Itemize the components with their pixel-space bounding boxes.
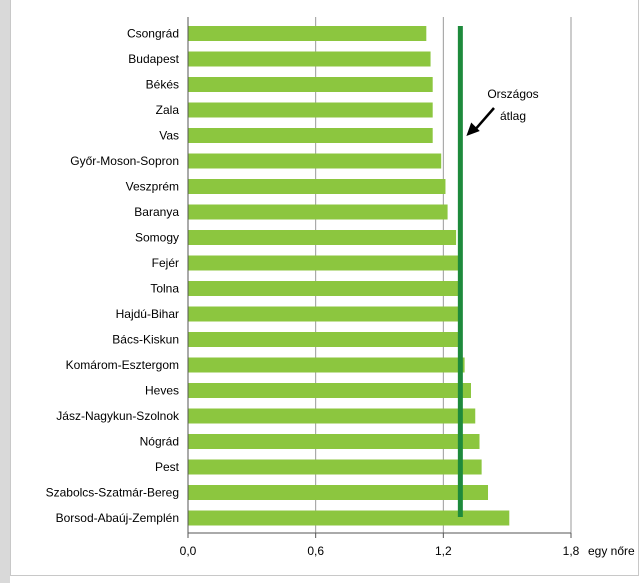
category-label: Pest — [155, 460, 180, 474]
bar — [188, 230, 457, 245]
category-label: Csongrád — [127, 27, 179, 41]
annotation-label-line1: Országos — [487, 87, 538, 101]
bar — [188, 51, 431, 67]
bar — [188, 459, 482, 475]
x-tick-label: 1,8 — [563, 544, 580, 558]
bar — [188, 153, 442, 169]
bar — [188, 408, 476, 424]
bar — [188, 383, 471, 398]
category-label: Békés — [146, 78, 179, 92]
category-label: Veszprém — [126, 180, 179, 194]
bar — [188, 332, 463, 347]
window-edge-strip — [0, 0, 10, 583]
category-label: Baranya — [134, 205, 179, 219]
x-axis: 0,0 0,6 1,2 1,8 egy nőre — [180, 17, 635, 558]
category-labels: Csongrád Budapest Békés Zala Vas Győr-Moson-S… — [46, 27, 180, 526]
x-unit-label: egy nőre — [588, 544, 635, 558]
category-label: Győr-Moson-Sopron — [70, 154, 179, 168]
annotation-label-line2: átlag — [500, 109, 526, 123]
category-label: Zala — [156, 103, 180, 117]
category-label: Heves — [145, 384, 179, 398]
bar — [188, 306, 463, 322]
category-label: Szabolcs-Szatmár-Bereg — [46, 486, 179, 500]
bar — [188, 26, 427, 41]
bar — [188, 102, 433, 118]
bars — [188, 26, 510, 526]
bar — [188, 128, 433, 143]
category-label: Budapest — [128, 52, 179, 66]
category-label: Vas — [159, 129, 179, 143]
bar — [188, 204, 448, 220]
category-label: Tolna — [150, 282, 179, 296]
reference-line-group: Országos átlag — [457, 26, 539, 517]
category-label: Jász-Nagykun-Szolnok — [56, 409, 180, 423]
bar — [188, 77, 433, 92]
bar — [188, 485, 489, 500]
x-tick-label: 0,6 — [307, 544, 324, 558]
bar — [188, 281, 461, 296]
category-label: Komárom-Esztergom — [66, 358, 179, 372]
category-label: Hajdú-Bihar — [116, 307, 179, 321]
annotation-arrow-head — [466, 122, 480, 136]
bar — [188, 434, 480, 449]
category-label: Nógrád — [140, 435, 179, 449]
category-label: Borsod-Abaúj-Zemplén — [56, 511, 179, 525]
annotation-arrow-shaft — [473, 107, 495, 132]
bar — [188, 179, 446, 194]
bar — [188, 357, 465, 373]
bar — [188, 510, 510, 526]
category-label: Bács-Kiskun — [112, 333, 179, 347]
x-tick-label: 1,2 — [435, 544, 452, 558]
category-label: Fejér — [152, 256, 179, 270]
category-label: Somogy — [135, 231, 179, 245]
bar — [188, 255, 461, 271]
x-tick-label: 0,0 — [180, 544, 197, 558]
